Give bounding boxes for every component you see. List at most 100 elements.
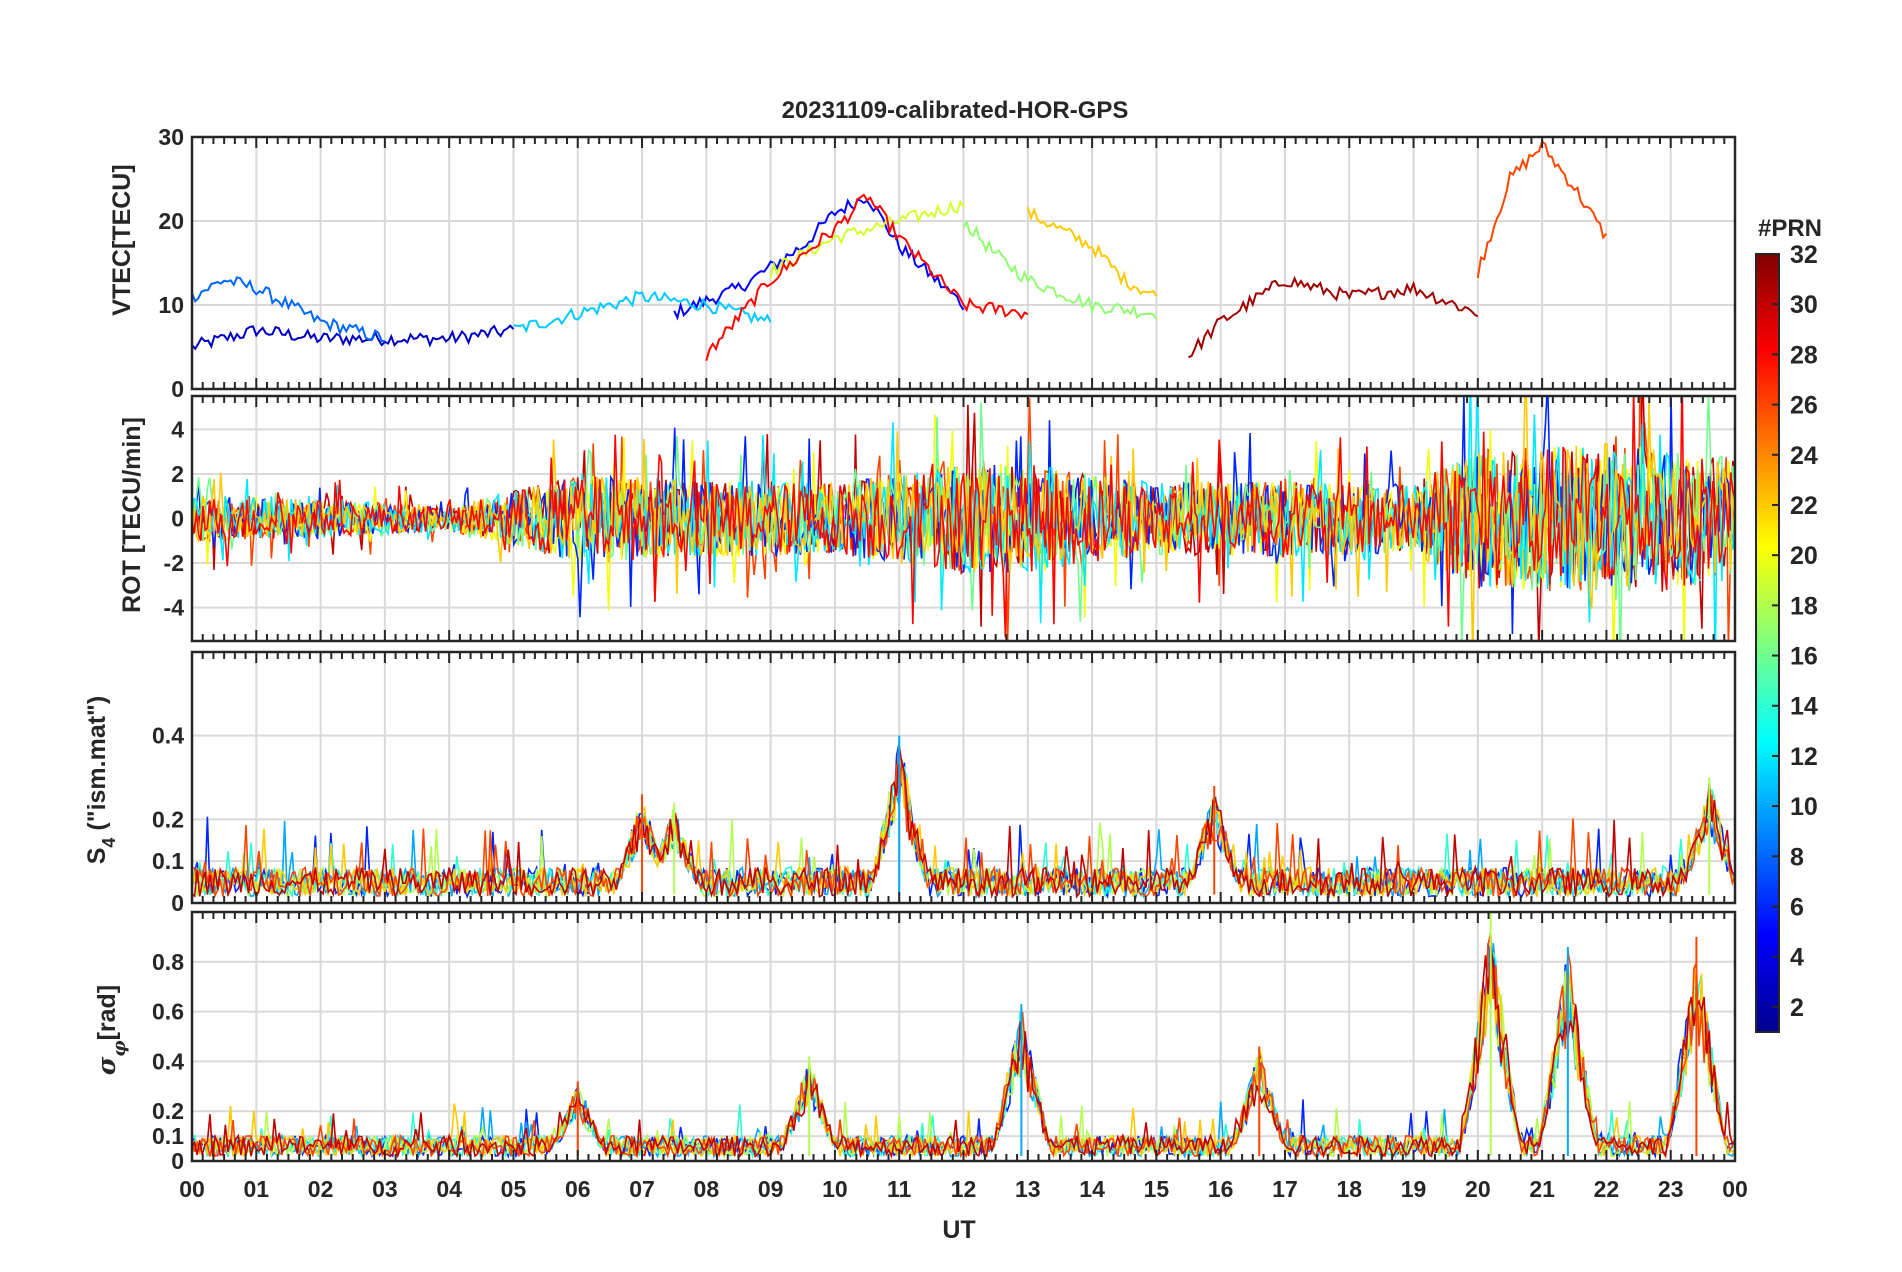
- colorbar-tick-label: 32: [1790, 241, 1818, 269]
- rot-ylabel: ROT [TECU/min]: [118, 417, 146, 613]
- vtec-series-prn-8: [192, 276, 385, 342]
- sig-series-prn-30: [192, 944, 1735, 1159]
- s4-ylabel-sub: 4: [99, 838, 119, 848]
- x-tick-label: 17: [1272, 1176, 1298, 1202]
- x-axis-label: UT: [942, 1216, 975, 1244]
- s4-panel: 0 0.1 0.2 0.4: [152, 650, 1737, 916]
- sig-y-tick-label: 0.8: [152, 949, 184, 975]
- x-tick-label: 14: [1079, 1176, 1105, 1202]
- colorbar-tick-label: 26: [1790, 392, 1818, 420]
- x-tick-label: 02: [308, 1176, 334, 1202]
- colorbar-tick-label: 14: [1790, 693, 1818, 721]
- colorbar-tick-label: 8: [1790, 843, 1804, 871]
- vtec-series-prn-19: [769, 199, 965, 278]
- x-tick-label: 18: [1336, 1176, 1362, 1202]
- x-tick-label: 03: [372, 1176, 398, 1202]
- sigma-ylabel-rest: [rad]: [93, 985, 121, 1041]
- vtec-ylabel: VTEC[TECU]: [108, 164, 136, 315]
- sig-y-tick-label: 0.1: [152, 1123, 184, 1149]
- vtec-series-prn-31: [1188, 275, 1479, 359]
- x-tick-label: 22: [1594, 1176, 1620, 1202]
- vtec-series-prn-28: [705, 193, 1029, 361]
- x-tick-label: 09: [758, 1176, 784, 1202]
- vtec-series-prn-5: [673, 198, 965, 321]
- x-tick-label: 04: [436, 1176, 462, 1202]
- s4-ylabel: S4 ("ism.mat"): [83, 696, 119, 865]
- rot-y-tick-label: -4: [164, 595, 185, 621]
- sigma-phi-panel: 00.10.2 0.4 0.6 0.8: [152, 910, 1737, 1174]
- x-tick-label: 00: [179, 1176, 205, 1202]
- vtec-series-prn-22: [1026, 206, 1158, 297]
- x-tick-label: 00: [1722, 1176, 1748, 1202]
- vtec-series-group: [192, 139, 1608, 361]
- s4-y-tick-label: 0.1: [152, 848, 184, 874]
- colorbar-tick-label: 30: [1790, 291, 1818, 319]
- x-tick-label: 10: [822, 1176, 848, 1202]
- x-tick-label: 15: [1144, 1176, 1170, 1202]
- rot-y-tick-label: 2: [171, 461, 184, 487]
- colorbar-tick-label: 16: [1790, 643, 1818, 671]
- figure-title: 20231109-calibrated-HOR-GPS: [782, 97, 1129, 124]
- x-tick-label: 23: [1658, 1176, 1684, 1202]
- s4-y-tick-label: 0.2: [152, 806, 184, 832]
- rot-series-prn-12: [192, 396, 1735, 641]
- x-tick-label: 21: [1529, 1176, 1555, 1202]
- x-tick-label: 07: [629, 1176, 655, 1202]
- vtec-panel: 0 10 20 30: [158, 124, 1737, 402]
- x-tick-label: 13: [1015, 1176, 1041, 1202]
- rot-y-tick-label: 0: [171, 506, 184, 532]
- colorbar-tick-label: 20: [1790, 542, 1818, 570]
- sig-y-tick-label: 0: [171, 1148, 184, 1174]
- sigma-ylabel-main: σ: [92, 1056, 121, 1075]
- x-tick-label: 16: [1208, 1176, 1234, 1202]
- sig-y-tick-label: 0.2: [152, 1098, 184, 1124]
- rot-frame: [190, 394, 1737, 643]
- s4-series-prn-30: [192, 745, 1735, 900]
- x-tick-labels: 00 01 02 03 04 05 06 07 08 09 10 11 12 13 14 15 16 17 18 19…: [179, 1176, 1748, 1202]
- colorbar-tick-label: 6: [1790, 894, 1804, 922]
- rot-series-group: [192, 396, 1735, 641]
- vtec-y-tick-label: 0: [171, 376, 184, 402]
- vtec-y-tick-label: 30: [158, 124, 184, 150]
- vtec-series-prn-11: [513, 290, 772, 334]
- x-tick-label: 01: [243, 1176, 269, 1202]
- x-tick-label: 08: [694, 1176, 720, 1202]
- colorbar-tick-label: 4: [1790, 944, 1804, 972]
- x-tick-label: 06: [565, 1176, 591, 1202]
- s4-series-group: [192, 735, 1735, 900]
- colorbar: [1755, 253, 1780, 1033]
- colorbar-tick-label: 18: [1790, 592, 1818, 620]
- vtec-y-tick-label: 10: [158, 292, 184, 318]
- rot-panel: -4 -2 0 2 4: [164, 394, 1737, 643]
- vtec-series-prn-17: [962, 219, 1158, 320]
- vtec-frame: [190, 135, 1737, 391]
- sigma-ylabel: σφ[rad]: [92, 985, 130, 1075]
- vtec-series-prn-3: [192, 324, 515, 351]
- x-tick-label: 20: [1465, 1176, 1491, 1202]
- colorbar-tick-label: 28: [1790, 341, 1818, 369]
- colorbar-tick-label: 24: [1790, 442, 1818, 470]
- s4-y-tick-label: 0.4: [152, 723, 184, 749]
- colorbar-tick-label: 12: [1790, 743, 1818, 771]
- sigma-ylabel-sub: φ: [109, 1040, 130, 1057]
- sig-y-tick-label: 0.4: [152, 1048, 184, 1074]
- x-tick-label: 19: [1401, 1176, 1427, 1202]
- s4-ylabel-main: S: [83, 848, 111, 865]
- rot-y-tick-label: 4: [171, 416, 184, 442]
- colorbar-tick-label: 10: [1790, 793, 1818, 821]
- s4-frame: [190, 650, 1737, 905]
- colorbar-label: #PRN: [1758, 215, 1822, 242]
- s4-ylabel-rest: ("ism.mat"): [83, 696, 111, 838]
- s4-y-tick-label: 0: [171, 890, 184, 916]
- x-tick-label: 12: [951, 1176, 977, 1202]
- colorbar-tick-label: 2: [1790, 994, 1804, 1022]
- x-tick-label: 05: [501, 1176, 527, 1202]
- sig-frame: [190, 910, 1737, 1163]
- vtec-y-tick-label: 20: [158, 208, 184, 234]
- rot-y-tick-label: -2: [164, 550, 184, 576]
- colorbar-tick-label: 22: [1790, 492, 1818, 520]
- rot-series-prn-28: [192, 396, 1735, 638]
- sig-y-tick-label: 0.6: [152, 999, 184, 1025]
